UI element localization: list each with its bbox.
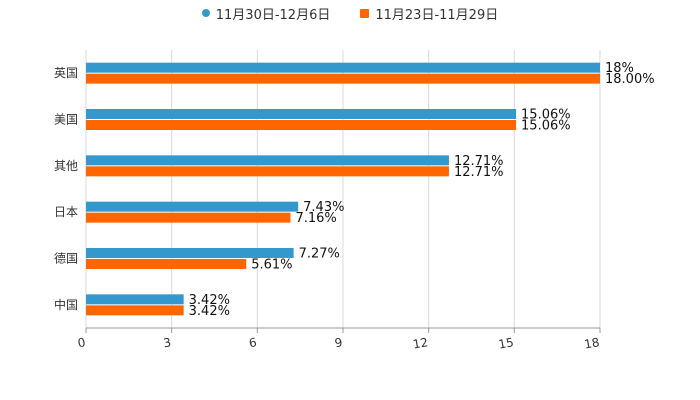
data-label-series-2-1: 15.06% bbox=[521, 119, 571, 134]
category-label-5: 中国 bbox=[54, 297, 78, 312]
bar-series-2-2 bbox=[86, 166, 449, 177]
bar-series-1-2 bbox=[86, 155, 449, 166]
legend-marker-series-1 bbox=[201, 9, 210, 17]
data-label-series-2-4: 5.61% bbox=[251, 258, 292, 273]
legend-marker-series-2 bbox=[360, 8, 370, 18]
category-label-3: 日本 bbox=[54, 205, 78, 219]
data-label-series-2-2: 12.71% bbox=[454, 165, 504, 180]
category-label-1: 美国 bbox=[54, 113, 78, 127]
legend-label-series-1: 11月30日-12月6日 bbox=[215, 7, 331, 23]
data-label-series-1-1: 15.06% bbox=[521, 108, 571, 123]
data-label-series-2-3: 7.16% bbox=[295, 211, 336, 226]
x-tick-label-12: 12 bbox=[412, 335, 429, 351]
bar-series-2-5 bbox=[86, 305, 184, 316]
category-label-0: 英国 bbox=[54, 66, 78, 80]
x-tick-label-15: 15 bbox=[497, 335, 514, 351]
bar-series-2-0 bbox=[86, 73, 600, 84]
data-label-series-2-5: 3.42% bbox=[189, 304, 230, 319]
bar-series-1-0 bbox=[86, 62, 600, 73]
legend-item-series-2[interactable]: 11月23日-11月29日 bbox=[360, 4, 498, 23]
data-label-series-1-5: 3.42% bbox=[189, 293, 230, 308]
data-label-series-1-3: 7.43% bbox=[303, 200, 344, 215]
bar-series-1-1 bbox=[86, 109, 517, 119]
x-tick-label-18: 18 bbox=[583, 335, 600, 351]
category-label-4: 德国 bbox=[54, 251, 78, 266]
x-tick-label-3: 3 bbox=[162, 335, 172, 350]
legend: 11月30日-12月6日 11月23日-11月29日 bbox=[0, 4, 700, 23]
data-label-series-1-2: 12.71% bbox=[454, 154, 504, 169]
bar-series-1-5 bbox=[86, 294, 184, 305]
legend-item-series-1[interactable]: 11月30日-12月6日 bbox=[201, 4, 331, 23]
x-tick-label-9: 9 bbox=[334, 335, 344, 350]
bar-series-2-3 bbox=[86, 212, 291, 223]
data-label-series-1-0: 18% bbox=[605, 61, 634, 76]
bar-series-2-4 bbox=[86, 259, 247, 269]
x-tick-label-0: 0 bbox=[77, 335, 87, 350]
data-label-series-2-0: 18.00% bbox=[605, 72, 655, 87]
bar-series-1-4 bbox=[86, 248, 294, 258]
bar-series-1-3 bbox=[86, 201, 299, 212]
legend-label-series-2: 11月23日-11月29日 bbox=[375, 7, 499, 23]
data-label-series-1-4: 7.27% bbox=[299, 247, 340, 262]
bar-series-2-1 bbox=[86, 120, 517, 130]
category-label-2: 其他 bbox=[54, 159, 78, 173]
x-tick-label-6: 6 bbox=[248, 335, 258, 350]
